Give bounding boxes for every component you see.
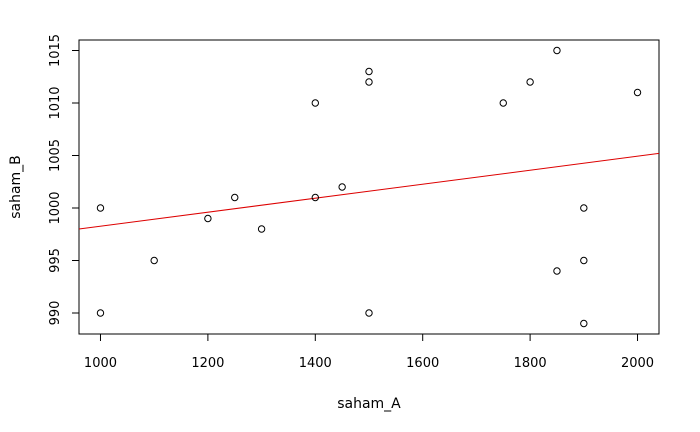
data-point: [257, 225, 266, 233]
y-tick-label: 1005: [48, 139, 63, 172]
x-tick-label: 2000: [621, 356, 654, 371]
x-tick-label: 1200: [191, 356, 224, 371]
y-tick-label: 1010: [48, 86, 63, 119]
data-point: [580, 319, 588, 328]
x-axis-label: saham_A: [337, 396, 401, 412]
y-axis: 990 995 1000 1005 1010 1015: [48, 34, 80, 326]
data-point: [204, 214, 212, 223]
data-point: [526, 78, 534, 86]
x-tick-label: 1600: [406, 356, 439, 371]
x-tick-label: 1800: [514, 356, 547, 371]
data-point: [150, 256, 158, 265]
data-point: [96, 204, 105, 212]
data-point: [553, 46, 561, 55]
y-tick-label: 1015: [48, 34, 63, 67]
data-point: [633, 88, 642, 97]
x-tick-label: 1000: [84, 356, 117, 371]
data-point: [365, 67, 373, 76]
regression-line: [78, 152, 660, 230]
y-tick-label: 990: [48, 301, 63, 326]
x-axis: 1000 1200 1400 1600 1800 2000: [84, 333, 654, 371]
data-point: [311, 99, 319, 107]
x-tick-label: 1400: [299, 356, 332, 371]
data-point: [338, 183, 346, 191]
y-tick-label: 1000: [48, 191, 63, 224]
plot-area-box: [78, 39, 660, 335]
data-point: [553, 267, 561, 275]
data-point: [311, 193, 319, 202]
data-point: [365, 78, 373, 86]
data-points: [96, 46, 642, 328]
data-point: [365, 309, 373, 317]
data-point: [231, 193, 239, 202]
data-point: [499, 99, 507, 107]
y-tick-label: 995: [48, 248, 63, 273]
data-point: [580, 256, 588, 265]
data-point: [580, 204, 588, 212]
y-axis-label: saham_B: [8, 155, 24, 219]
data-point: [96, 309, 105, 317]
